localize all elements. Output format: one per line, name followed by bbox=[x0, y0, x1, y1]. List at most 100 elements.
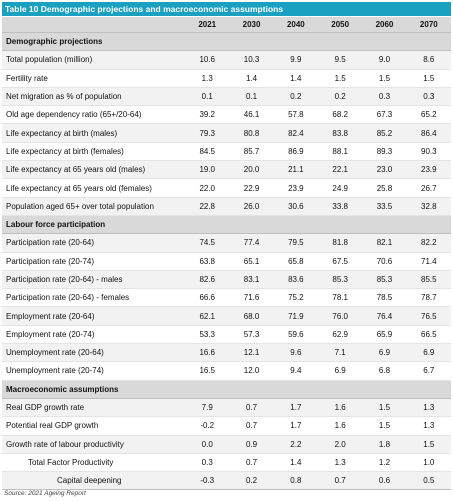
row-label: Population aged 65+ over total populatio… bbox=[2, 197, 186, 216]
cell-value: 0.1 bbox=[185, 87, 230, 107]
row-label: Old age dependency ratio (65+/20-64) bbox=[2, 105, 186, 125]
row-label: Employment rate (20-74) bbox=[2, 325, 186, 345]
cell-value: 82.1 bbox=[362, 233, 407, 253]
row-label: Employment rate (20-64) bbox=[2, 306, 186, 326]
cell-value: 9.9 bbox=[273, 50, 319, 70]
cell-value: 78.7 bbox=[406, 288, 451, 308]
cell-value: 6.9 bbox=[362, 343, 407, 363]
cell-value: 86.9 bbox=[273, 142, 319, 162]
cell-value: 77.4 bbox=[229, 233, 274, 253]
cell-value: 23.9 bbox=[406, 160, 451, 180]
table-row: Growth rate of labour productivity 0.0 0.9… bbox=[2, 435, 451, 454]
cell-value: 0.3 bbox=[362, 87, 407, 107]
cell-value: 1.5 bbox=[362, 416, 407, 436]
cell-value: 67.5 bbox=[318, 252, 363, 271]
cell-value: 1.5 bbox=[362, 398, 407, 418]
cell-value: 0.2 bbox=[229, 471, 274, 491]
cell-value: 82.6 bbox=[185, 270, 230, 290]
row-label: Participation rate (20-64) bbox=[2, 233, 186, 253]
row-label: Potential real GDP growth bbox=[2, 416, 186, 436]
cell-value: 0.2 bbox=[273, 87, 319, 107]
row-label: Life expectancy at birth (females) bbox=[2, 142, 186, 162]
cell-value: 26.0 bbox=[229, 197, 274, 216]
cell-value: 67.3 bbox=[362, 105, 407, 125]
cell-value: 80.8 bbox=[229, 123, 274, 143]
cell-value: 0.3 bbox=[406, 87, 451, 107]
cell-value: 16.5 bbox=[185, 361, 230, 381]
cell-value: 1.4 bbox=[273, 69, 319, 88]
row-label: Participation rate (20-74) bbox=[2, 252, 186, 271]
cell-value: 76.5 bbox=[406, 306, 451, 326]
cell-value: 1.0 bbox=[406, 453, 451, 473]
table-row: Old age dependency ratio (65+/20-64) 39.2… bbox=[2, 105, 451, 125]
table-row: Capital deepening -0.3 0.2 0.8 0.7 0.6 0.5 bbox=[2, 471, 451, 491]
cell-value: 57.3 bbox=[229, 325, 274, 345]
cell-value: 71.6 bbox=[229, 288, 274, 308]
table-row: Real GDP growth rate 7.9 0.7 1.7 1.6 1.5 1.3 bbox=[2, 398, 451, 418]
cell-value: 6.9 bbox=[406, 343, 451, 363]
cell-value: -0.2 bbox=[185, 416, 230, 436]
cell-value: 1.8 bbox=[362, 435, 407, 454]
cell-value: 12.0 bbox=[229, 361, 274, 381]
cell-value: 85.7 bbox=[229, 142, 274, 162]
cell-value: 83.1 bbox=[229, 270, 274, 290]
row-label: Unemployment rate (20-74) bbox=[2, 361, 186, 381]
cell-value: 1.3 bbox=[318, 453, 363, 473]
cell-value: 76.0 bbox=[318, 306, 363, 326]
cell-value: 24.9 bbox=[318, 178, 363, 198]
year-header: 2050 bbox=[318, 17, 363, 33]
cell-value: 0.9 bbox=[229, 435, 274, 454]
cell-value: 8.6 bbox=[406, 50, 451, 70]
table-row: Participation rate (20-64) 74.5 77.4 79.5 81… bbox=[2, 233, 451, 253]
cell-value: 79.5 bbox=[273, 233, 319, 253]
cell-value: 1.5 bbox=[318, 69, 363, 88]
cell-value: 22.8 bbox=[185, 197, 230, 216]
cell-value: 0.7 bbox=[318, 471, 363, 491]
cell-value: 85.5 bbox=[406, 270, 451, 290]
row-label: Participation rate (20-64) - males bbox=[2, 270, 186, 290]
cell-value: 84.5 bbox=[185, 142, 230, 162]
row-label: Total population (million) bbox=[2, 50, 186, 70]
cell-value: 82.4 bbox=[273, 123, 319, 143]
cell-value: 68.0 bbox=[229, 306, 274, 326]
row-label: Total Factor Productivity bbox=[2, 453, 186, 473]
row-label: Unemployment rate (20-64) bbox=[2, 343, 186, 363]
table-row: Employment rate (20-74) 53.3 57.3 59.6 62.9 6… bbox=[2, 325, 451, 345]
cell-value: 1.2 bbox=[362, 453, 407, 473]
cell-value: 9.0 bbox=[362, 50, 407, 70]
table-row: Participation rate (20-64) - males 82.6 83… bbox=[2, 270, 451, 290]
cell-value: 26.7 bbox=[406, 178, 451, 198]
table-row: Employment rate (20-64) 62.1 68.0 71.9 76.0 7… bbox=[2, 306, 451, 326]
cell-value: 68.2 bbox=[318, 105, 363, 125]
cell-value: 0.2 bbox=[318, 87, 363, 107]
table-row: Life expectancy at birth (females) 84.5 85… bbox=[2, 142, 451, 162]
cell-value: 9.6 bbox=[273, 343, 319, 363]
cell-value: 1.3 bbox=[406, 398, 451, 418]
year-header: 2030 bbox=[229, 17, 274, 33]
cell-value: 22.9 bbox=[229, 178, 274, 198]
cell-value: 1.7 bbox=[273, 416, 319, 436]
cell-value: 1.3 bbox=[406, 416, 451, 436]
cell-value: 12.1 bbox=[229, 343, 274, 363]
row-label: Participation rate (20-64) - females bbox=[2, 288, 186, 308]
year-header: 2070 bbox=[406, 17, 451, 33]
row-label: Life expectancy at 65 years old (females… bbox=[2, 178, 186, 198]
cell-value: 59.6 bbox=[273, 325, 319, 345]
cell-value: 46.1 bbox=[229, 105, 274, 125]
cell-value: 23.9 bbox=[273, 178, 319, 198]
cell-value: 75.2 bbox=[273, 288, 319, 308]
cell-value: 9.5 bbox=[318, 50, 363, 70]
year-header: 2040 bbox=[273, 17, 319, 33]
section-header-row: Demographic projections bbox=[2, 31, 451, 52]
table-title: Table 10 Demographic projections and mac… bbox=[2, 2, 451, 16]
cell-value: 76.4 bbox=[362, 306, 407, 326]
cell-value: 20.0 bbox=[229, 160, 274, 180]
cell-value: 6.7 bbox=[406, 361, 451, 381]
cell-value: 71.4 bbox=[406, 252, 451, 271]
year-header: 2060 bbox=[362, 17, 407, 33]
cell-value: 22.0 bbox=[185, 178, 230, 198]
row-label: Life expectancy at 65 years old (males) bbox=[2, 160, 186, 180]
cell-value: 86.4 bbox=[406, 123, 451, 143]
cell-value: 1.3 bbox=[185, 69, 230, 88]
